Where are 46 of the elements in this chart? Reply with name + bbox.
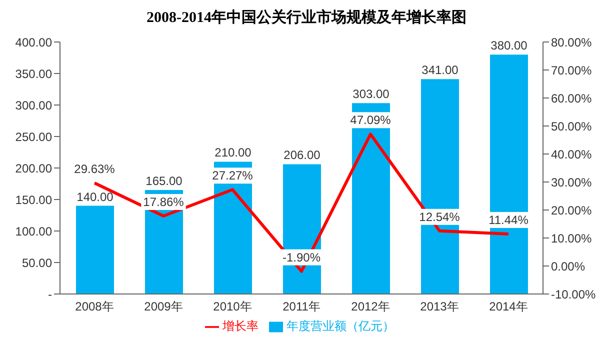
y-tick-label: 50.00 bbox=[22, 256, 52, 270]
y2-tick-label: 60.00% bbox=[551, 91, 592, 106]
chart-title: 2008-2014年中国公关行业市场规模及年增长率图 bbox=[146, 8, 468, 28]
data-label: 27.27% bbox=[212, 168, 254, 183]
x-tick-label: 2009年 bbox=[144, 300, 183, 314]
y-tick-label: - bbox=[48, 287, 52, 302]
data-label: 165.00 bbox=[146, 174, 183, 188]
y-tick-label: 350.00 bbox=[15, 66, 52, 81]
y2-tick-label: 80.00% bbox=[551, 35, 592, 50]
x-tick-label: 2011年 bbox=[282, 300, 320, 314]
bar bbox=[76, 206, 114, 294]
x-tick-label: 2012年 bbox=[351, 300, 390, 314]
x-tick-label: 2013年 bbox=[420, 300, 459, 314]
data-label: 206.00 bbox=[284, 148, 321, 162]
y2-tick-label: -10.00% bbox=[551, 287, 596, 302]
data-label: 341.00 bbox=[422, 63, 459, 78]
legend-label: 年度营业额（亿元） bbox=[286, 319, 394, 333]
data-label: -1.90% bbox=[282, 250, 321, 264]
y2-tick-label: 0.00% bbox=[551, 259, 586, 274]
y-tick-label: 150.00 bbox=[15, 192, 52, 207]
data-label: 47.09% bbox=[350, 113, 392, 128]
y2-tick-label: 40.00% bbox=[551, 147, 592, 162]
data-label: 17.86% bbox=[143, 194, 184, 209]
bar bbox=[421, 79, 459, 294]
bar bbox=[490, 54, 528, 294]
x-tick-label: 2014年 bbox=[489, 300, 528, 314]
data-label: 303.00 bbox=[352, 87, 390, 102]
data-label: 29.63% bbox=[74, 162, 116, 176]
data-label: 380.00 bbox=[490, 38, 528, 53]
y2-tick-label: 10.00% bbox=[551, 231, 592, 246]
data-label: 12.54% bbox=[419, 210, 460, 224]
y2-tick-label: 70.00% bbox=[551, 63, 592, 78]
y-tick-label: 100.00 bbox=[15, 224, 52, 238]
y-tick-label: 400.00 bbox=[15, 35, 52, 50]
y-tick-label: 250.00 bbox=[15, 130, 52, 144]
data-label: 140.00 bbox=[76, 190, 114, 204]
x-tick-label: 2008年 bbox=[75, 300, 114, 314]
y-tick-label: 200.00 bbox=[15, 161, 52, 176]
y2-tick-label: 20.00% bbox=[551, 203, 592, 218]
x-tick-label: 2010年 bbox=[213, 300, 252, 314]
y2-tick-label: 30.00% bbox=[551, 175, 592, 190]
y2-tick-label: 50.00% bbox=[551, 119, 592, 134]
data-label: 11.44% bbox=[488, 212, 529, 227]
data-label: 210.00 bbox=[214, 146, 252, 160]
legend-label: 增长率 bbox=[222, 319, 258, 333]
y-tick-label: 300.00 bbox=[15, 98, 52, 112]
